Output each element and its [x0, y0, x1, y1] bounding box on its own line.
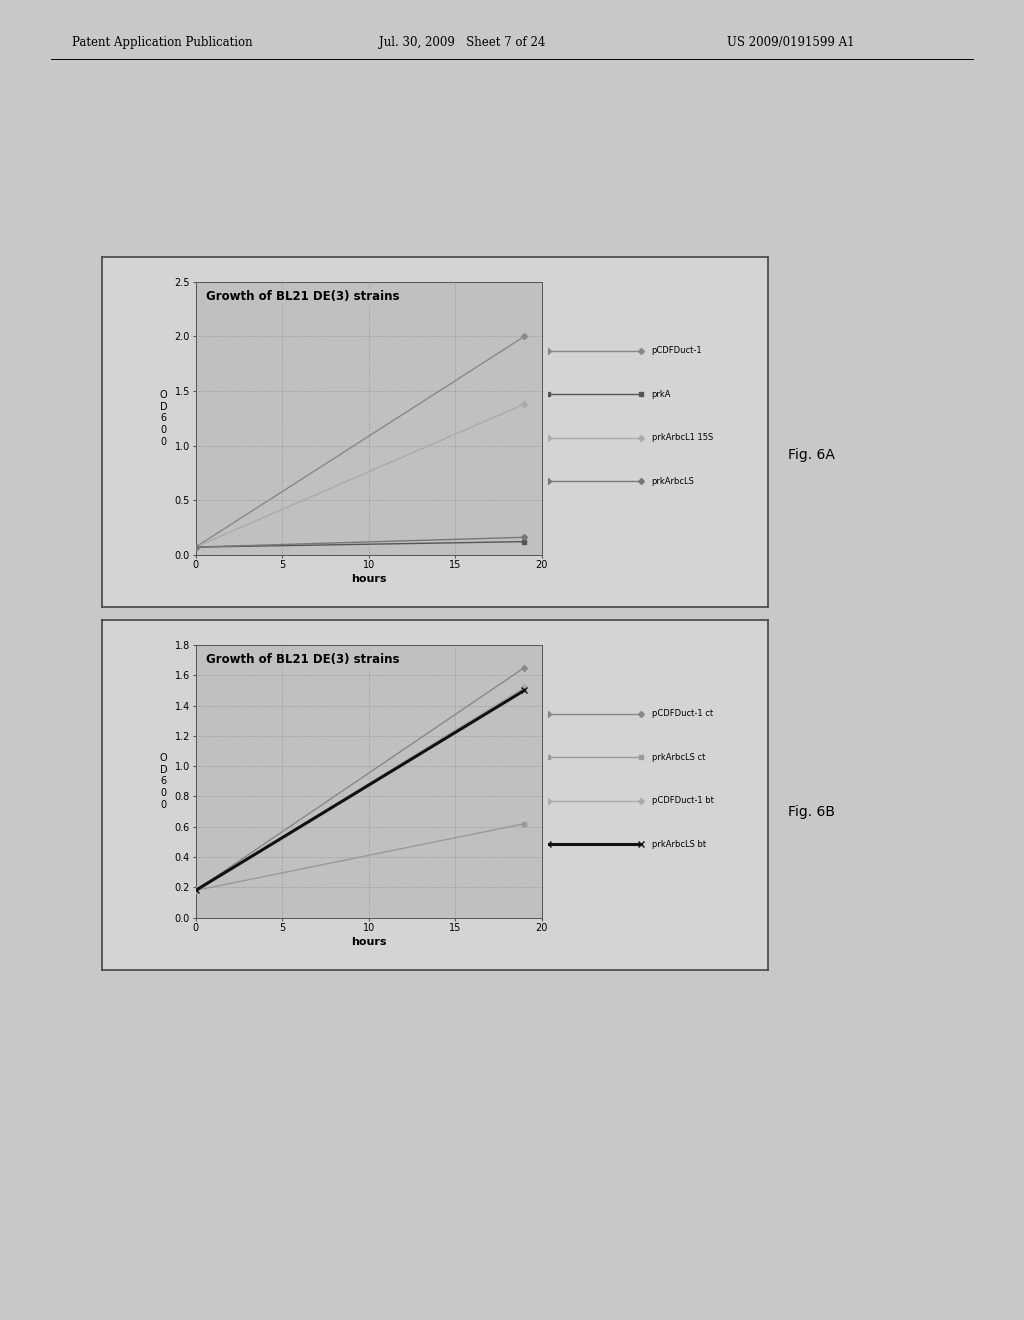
Text: prkArbcLS ct: prkArbcLS ct: [651, 752, 705, 762]
X-axis label: hours: hours: [351, 937, 386, 948]
Y-axis label: O
D
6
0
0: O D 6 0 0: [160, 391, 167, 446]
Text: Patent Application Publication: Patent Application Publication: [72, 36, 252, 49]
Text: pCDFDuct-1 bt: pCDFDuct-1 bt: [651, 796, 714, 805]
Text: prkArbcL1 15S: prkArbcL1 15S: [651, 433, 713, 442]
Text: Growth of BL21 DE(3) strains: Growth of BL21 DE(3) strains: [206, 653, 399, 667]
Text: Growth of BL21 DE(3) strains: Growth of BL21 DE(3) strains: [206, 290, 399, 304]
Text: Fig. 6B: Fig. 6B: [788, 805, 836, 818]
Text: pCDFDuct-1 ct: pCDFDuct-1 ct: [651, 709, 713, 718]
Y-axis label: O
D
6
0
0: O D 6 0 0: [160, 754, 167, 809]
Text: pCDFDuct-1: pCDFDuct-1: [651, 346, 702, 355]
Text: Jul. 30, 2009   Sheet 7 of 24: Jul. 30, 2009 Sheet 7 of 24: [379, 36, 545, 49]
Text: prkA: prkA: [651, 389, 671, 399]
Text: Fig. 6A: Fig. 6A: [788, 449, 836, 462]
X-axis label: hours: hours: [351, 574, 386, 585]
Text: prkArbcLS: prkArbcLS: [651, 477, 694, 486]
Text: US 2009/0191599 A1: US 2009/0191599 A1: [727, 36, 855, 49]
Text: prkArbcLS bt: prkArbcLS bt: [651, 840, 706, 849]
